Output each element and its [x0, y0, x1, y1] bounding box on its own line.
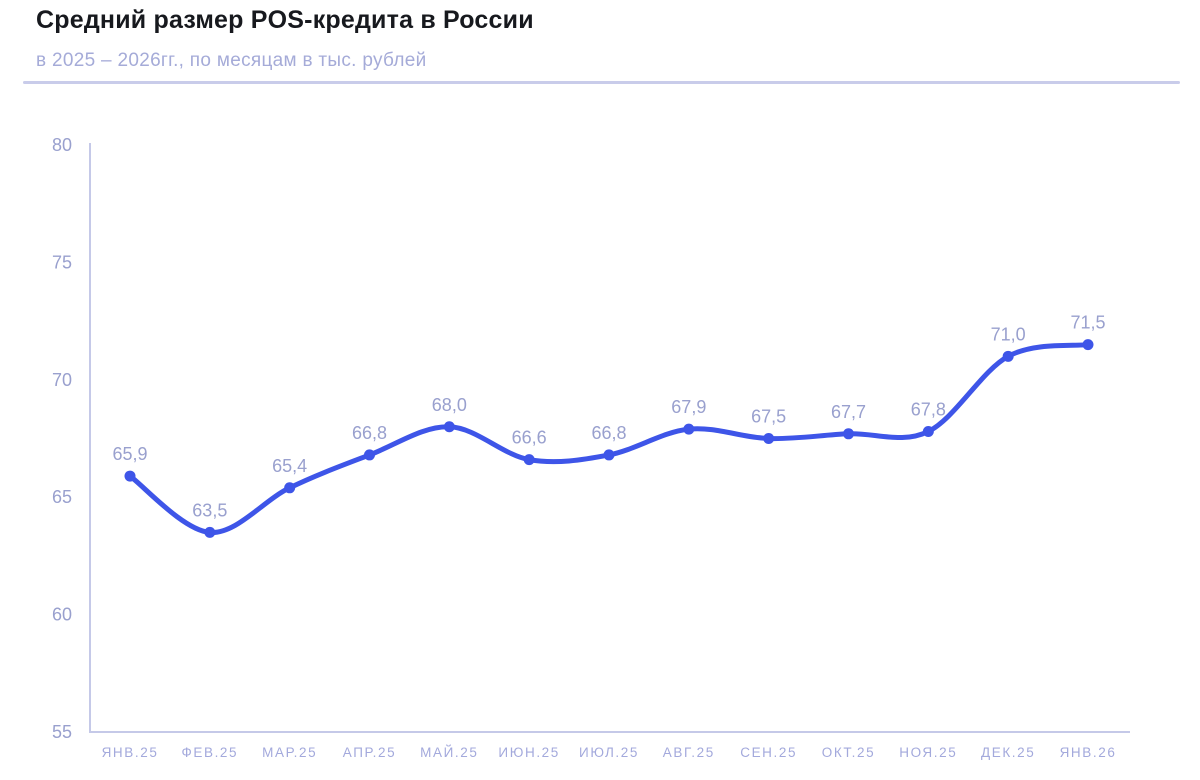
data-point-label: 65,9	[112, 444, 147, 464]
data-point	[603, 449, 615, 461]
axis-lines	[89, 143, 1130, 733]
chart-title: Средний размер POS-кредита в России	[36, 6, 534, 34]
x-tick-label: НОЯ.25	[899, 745, 957, 760]
x-tick-label: ДЕК.25	[981, 745, 1035, 760]
data-point	[843, 428, 854, 440]
y-tick-label: 70	[52, 370, 72, 390]
data-point	[763, 433, 775, 444]
data-point	[922, 425, 934, 437]
x-tick-label: ИЮН.25	[498, 745, 559, 760]
x-tick-label: СЕН.25	[740, 745, 797, 760]
y-tick-label: 65	[52, 487, 72, 507]
x-tick-label: ФЕВ.25	[182, 745, 239, 760]
data-point	[284, 482, 296, 494]
data-point	[683, 423, 695, 435]
data-point-label: 65,4	[272, 456, 307, 476]
data-point	[1002, 350, 1014, 362]
data-point	[523, 454, 535, 466]
y-tick-label: 75	[52, 252, 72, 272]
y-tick-label: 55	[52, 722, 72, 742]
x-tick-label: АПР.25	[343, 745, 396, 760]
data-point	[364, 449, 375, 461]
data-point-label: 67,7	[831, 402, 866, 422]
x-tick-label: ЯНВ.26	[1060, 745, 1117, 760]
data-point-label: 66,8	[352, 423, 387, 443]
x-tick-label: ИЮЛ.25	[579, 745, 639, 760]
x-tick-label: МАР.25	[262, 745, 317, 760]
data-point	[1082, 339, 1094, 351]
data-point-label: 67,9	[671, 397, 706, 417]
y-tick-label: 80	[52, 135, 72, 155]
data-point-label: 71,0	[991, 324, 1026, 344]
data-point-label: 71,5	[1070, 313, 1105, 333]
data-point-label: 66,6	[512, 428, 547, 448]
y-tick-label: 60	[52, 605, 72, 625]
data-point	[443, 421, 455, 433]
x-tick-label: АВГ.25	[663, 745, 715, 760]
data-point-label: 67,5	[751, 407, 786, 427]
data-point	[204, 526, 216, 538]
x-tick-label: ОКТ.25	[822, 745, 875, 760]
chart-header: Средний размер POS-кредита в России в 20…	[0, 0, 1200, 90]
data-point-label: 63,5	[192, 500, 227, 520]
x-tick-label: МАЙ.25	[420, 745, 478, 760]
data-point	[124, 470, 136, 482]
data-point-label: 68,0	[432, 395, 467, 415]
header-divider	[23, 81, 1180, 84]
data-point-label: 67,8	[911, 399, 946, 419]
chart-subtitle: в 2025 – 2026гг., по месяцам в тыс. рубл…	[36, 50, 427, 71]
x-tick-label: ЯНВ.25	[102, 745, 159, 760]
data-point-label: 66,8	[591, 423, 626, 443]
